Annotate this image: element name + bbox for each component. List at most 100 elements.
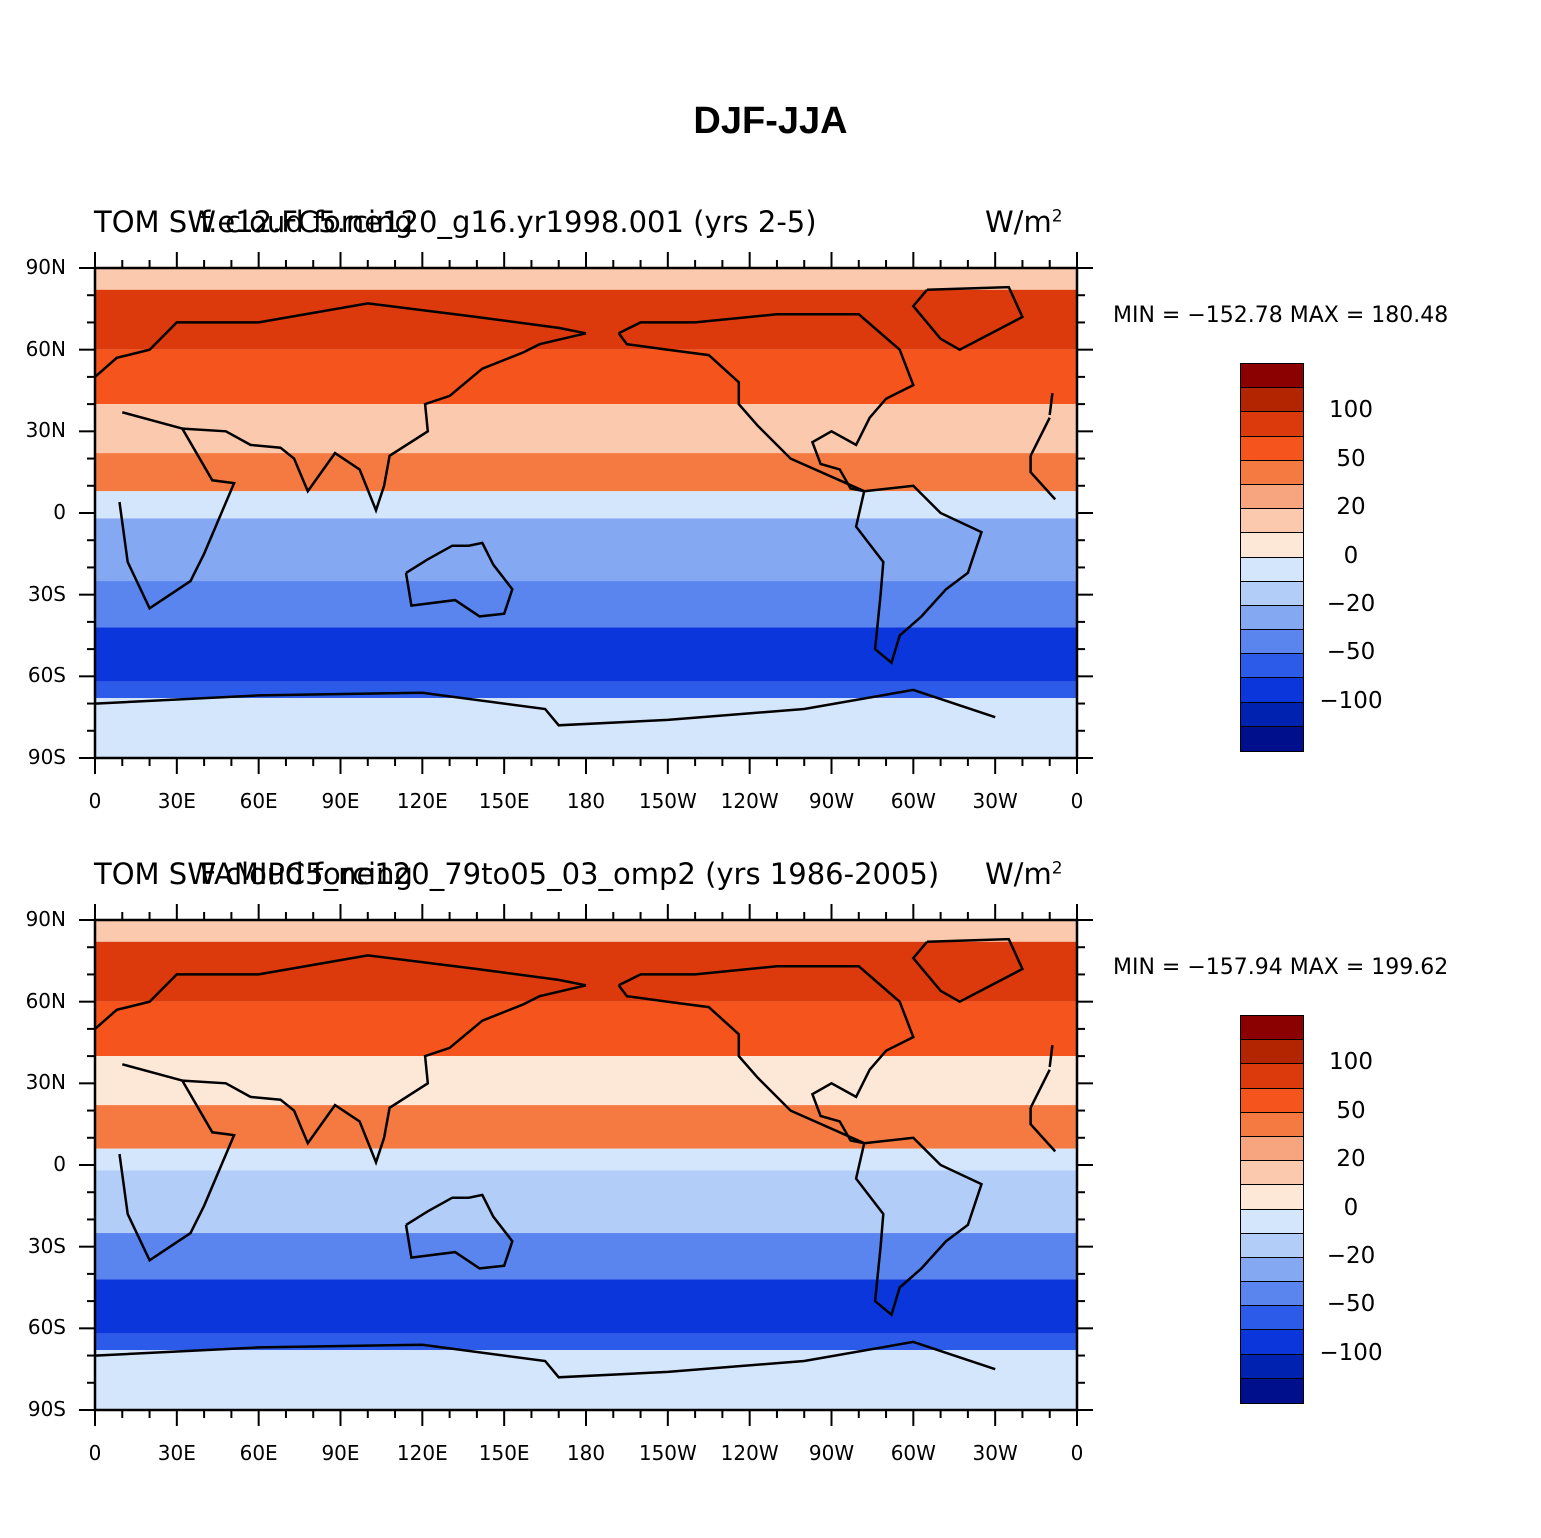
coastline	[182, 984, 587, 1166]
map-plot	[79, 252, 1093, 774]
field-band	[95, 1105, 1077, 1149]
map-panel-model: TOM SW cloud forcing f.e12.FC5.ne120_g16…	[0, 205, 1541, 845]
coastline	[94, 688, 996, 727]
map-panel-observation: TOM SW cloud forcing FAMIPC5_ne120_79to0…	[0, 857, 1541, 1497]
x-tick-label: 90W	[808, 1441, 855, 1465]
colorbar-swatch	[1241, 1185, 1303, 1210]
x-tick-label: 150W	[638, 1441, 697, 1465]
panel-case-label: FAMIPC5_ne120_79to05_03_omp2 (yrs 1986-2…	[200, 857, 940, 891]
colorbar	[1240, 1015, 1304, 1404]
colorbar-swatch	[1241, 557, 1303, 582]
map-plot	[79, 904, 1093, 1426]
field-band	[95, 941, 1077, 1002]
field-band	[95, 349, 1077, 405]
x-tick-label: 0	[88, 1441, 102, 1465]
x-tick-label: 120W	[720, 1441, 779, 1465]
colorbar-swatch	[1241, 1040, 1303, 1065]
colorbar-label: 100	[1329, 397, 1373, 424]
colorbar-swatch	[1241, 1016, 1303, 1041]
coastline	[911, 937, 1025, 1004]
x-tick-label: 30E	[157, 789, 196, 813]
colorbar-swatch	[1241, 1088, 1303, 1113]
y-tick-label: 90N	[25, 255, 66, 279]
x-tick-label: 90E	[321, 1441, 360, 1465]
coastline	[854, 484, 984, 665]
colorbar-swatch	[1241, 1257, 1303, 1283]
y-tick-label: 60S	[27, 663, 66, 688]
x-tick-label: 120E	[396, 789, 448, 813]
field-band	[95, 1279, 1077, 1334]
colorbar-label: −100	[1319, 687, 1383, 714]
figure-title: DJF-JJA	[693, 100, 848, 142]
y-tick-label: 90N	[25, 907, 66, 931]
coastline	[182, 332, 587, 514]
colorbar-swatch	[1241, 1306, 1303, 1331]
colorbar-swatch	[1241, 1209, 1303, 1234]
field-band	[95, 1170, 1077, 1234]
colorbar-swatch	[1241, 678, 1303, 703]
coastline	[118, 411, 1057, 611]
colorbar-swatch	[1241, 1064, 1303, 1089]
x-tick-label: 30W	[972, 789, 1018, 813]
coastline	[617, 965, 915, 1145]
colorbar-label: 100	[1329, 1049, 1373, 1076]
colorbar-label: 50	[1336, 1097, 1366, 1124]
x-tick-label: 150W	[638, 789, 697, 813]
field-band	[95, 404, 1077, 454]
field-band	[95, 518, 1077, 582]
colorbar-label: 0	[1343, 1194, 1359, 1221]
colorbar-swatch	[1241, 1378, 1303, 1403]
x-tick-label: 0	[1070, 1441, 1084, 1465]
coastline	[94, 954, 1054, 1068]
colorbar-label: 20	[1336, 1146, 1366, 1173]
panel-variable-label: TOM SW cloud forcing	[94, 205, 413, 239]
colorbar-label: −50	[1326, 1291, 1376, 1318]
colorbar-swatch	[1241, 436, 1303, 461]
min-max-stats: MIN = −157.94 MAX = 199.62	[1113, 955, 1449, 980]
field-band	[95, 289, 1077, 350]
colorbar-swatch	[1241, 412, 1303, 437]
x-tick-label: 120E	[396, 1441, 448, 1465]
x-tick-label: 150E	[478, 789, 530, 813]
coastline	[118, 1063, 1057, 1263]
colorbar-swatch	[1241, 460, 1303, 485]
colorbar-swatch	[1241, 533, 1303, 558]
y-tick-label: 90S	[27, 1397, 66, 1421]
colorbar-swatch	[1241, 388, 1303, 413]
x-tick-label: 60E	[239, 789, 278, 813]
coastline	[854, 1136, 984, 1317]
coastline	[617, 313, 915, 493]
field-band	[95, 920, 1077, 942]
field-band	[95, 627, 1077, 682]
y-tick-label: 0	[53, 1152, 66, 1176]
y-tick-label: 30S	[27, 581, 66, 606]
x-tick-label: 30E	[157, 1441, 196, 1465]
colorbar-swatch	[1241, 1112, 1303, 1137]
field-band	[95, 1001, 1077, 1057]
colorbar-swatch	[1241, 726, 1303, 751]
colorbar-swatch	[1241, 364, 1303, 389]
y-tick-label: 0	[53, 500, 66, 524]
field-band	[95, 491, 1077, 519]
x-tick-label: 60W	[890, 1441, 936, 1465]
colorbar-swatch	[1241, 1354, 1303, 1379]
colorbar-label: 20	[1336, 494, 1366, 521]
field-band	[95, 1350, 1077, 1410]
y-tick-label: 30S	[27, 1233, 66, 1258]
colorbar-swatch	[1241, 1330, 1303, 1355]
panel-units: W/m2	[985, 205, 1063, 239]
colorbar-swatch	[1241, 630, 1303, 655]
x-tick-label: 60E	[239, 1441, 278, 1465]
field-band	[95, 698, 1077, 758]
y-tick-label: 60N	[25, 988, 66, 1013]
x-tick-label: 30W	[972, 1441, 1018, 1465]
panel-units: W/m2	[985, 857, 1063, 891]
x-tick-label: 90W	[808, 789, 855, 813]
coastline	[404, 1193, 514, 1270]
field-band	[95, 268, 1077, 290]
colorbar-swatch	[1241, 1233, 1303, 1258]
colorbar-label: −50	[1326, 639, 1376, 666]
field-band	[95, 1148, 1077, 1171]
colorbar-label: −100	[1319, 1339, 1383, 1366]
colorbar-swatch	[1241, 484, 1303, 510]
